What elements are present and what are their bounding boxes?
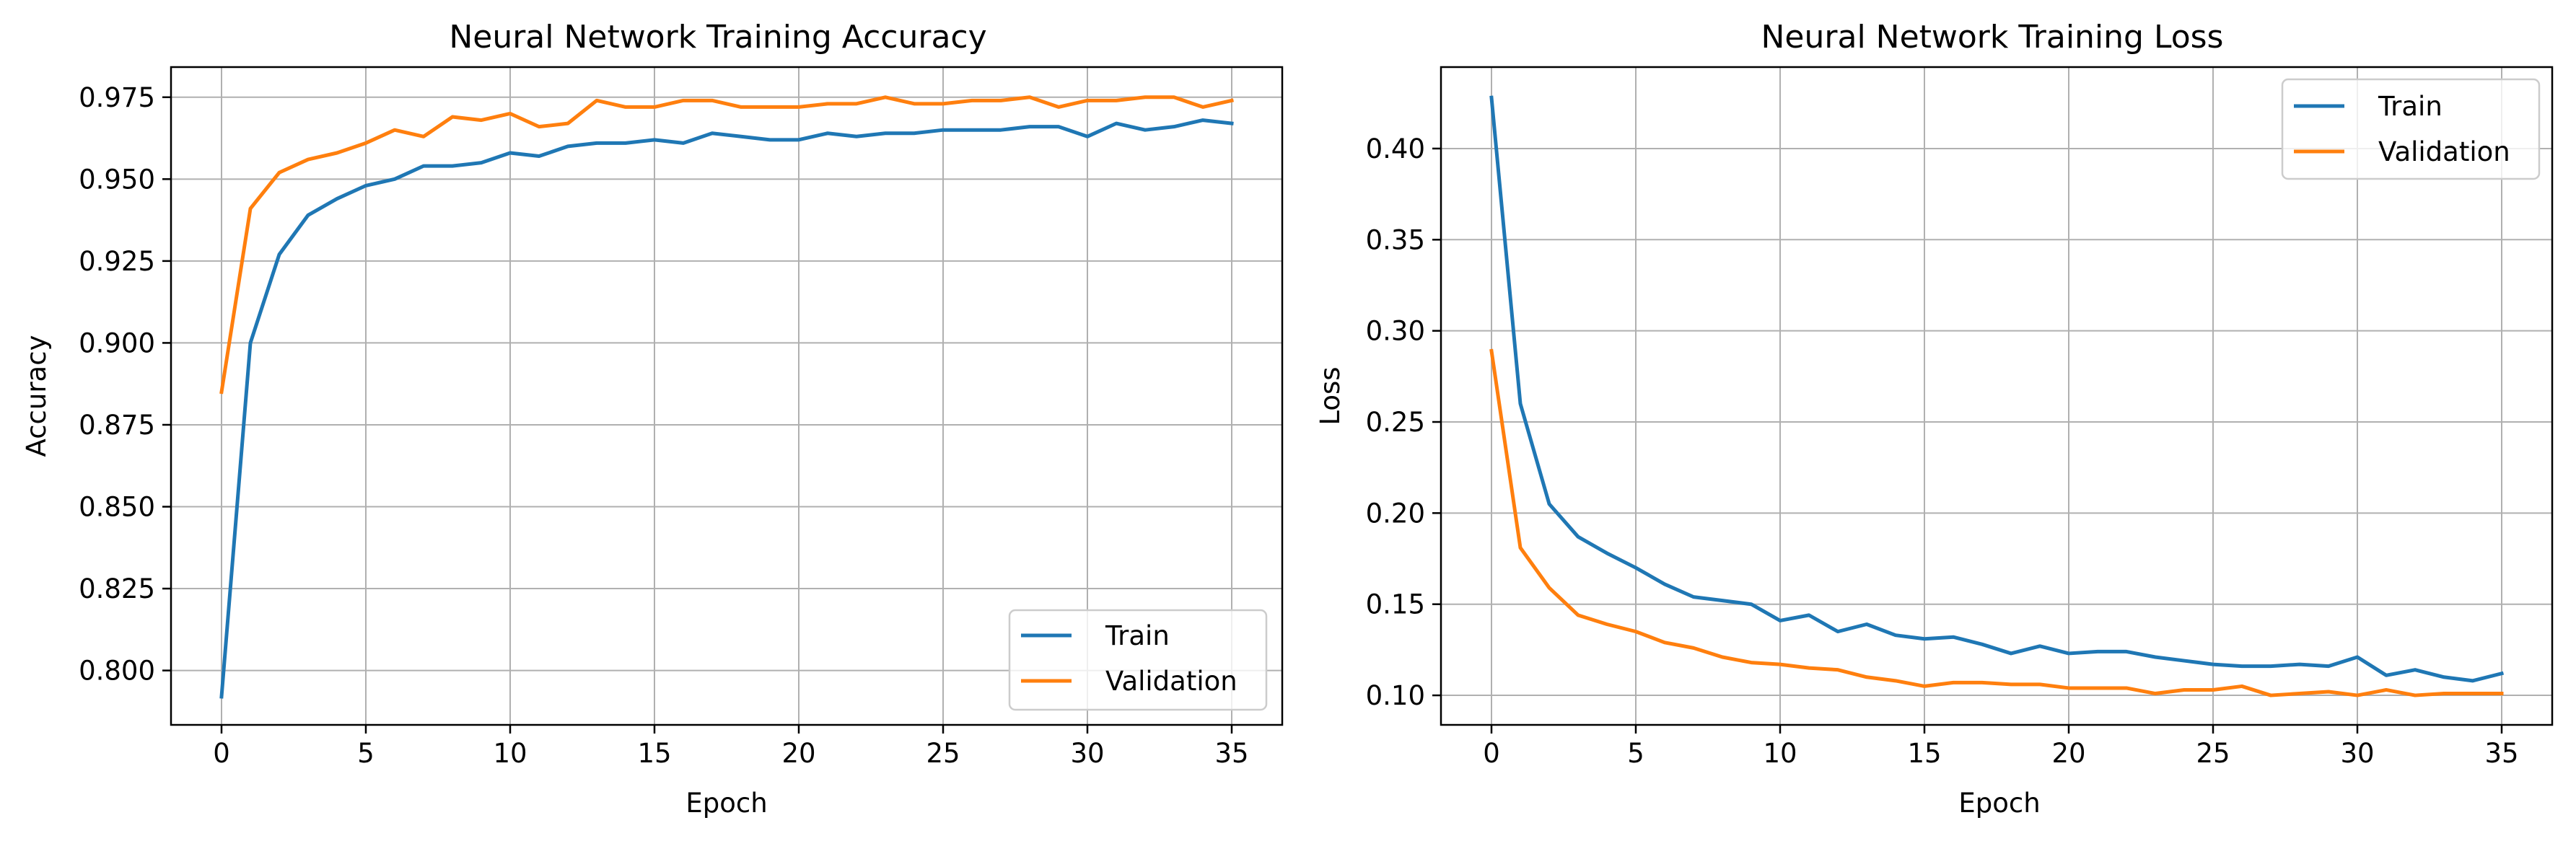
accuracy-grid [171,67,1282,725]
accuracy-y-tick-label: 0.875 [79,410,155,441]
accuracy-y-axis-label: Accuracy [21,335,52,457]
loss-y-tick-label: 0.40 [1366,133,1425,164]
accuracy-chart-title: Neural Network Training Accuracy [449,19,986,56]
accuracy-y-tick-label: 0.850 [79,492,155,523]
loss-validation-line [1489,348,2504,697]
loss-x-tick-label: 20 [2051,738,2085,769]
loss-x-tick-label: 25 [2196,738,2230,769]
accuracy-y-tick-label: 0.900 [79,327,155,358]
accuracy-x-axis-label: Epoch [685,788,767,819]
accuracy-y-tick-label: 0.925 [79,246,155,277]
loss-train-line [1489,95,2505,683]
loss-y-tick-label: 0.15 [1366,589,1425,620]
accuracy-y-tick-label: 0.825 [79,573,155,604]
loss-legend-validation-label: Validation [2378,136,2510,167]
accuracy-x-ticks: 0 5 10 15 20 25 30 35 [213,725,1249,769]
loss-x-tick-label: 10 [1763,738,1797,769]
loss-y-tick-label: 0.10 [1366,680,1425,711]
loss-x-tick-label: 15 [1907,738,1941,769]
loss-chart: Neural Network Training Loss 0 5 10 15 20 25 3… [1315,19,2554,819]
loss-y-ticks: 0.10 0.15 0.20 0.25 0.30 0.35 0.40 [1366,133,1441,711]
accuracy-x-tick-label: 10 [493,738,527,769]
loss-y-tick-label: 0.25 [1366,407,1425,438]
accuracy-y-tick-label: 0.800 [79,656,155,687]
accuracy-legend-box [1008,609,1268,711]
loss-plot-frame [1440,66,2554,726]
accuracy-legend-train-label: Train [1105,620,1170,651]
accuracy-x-tick-label: 35 [1214,738,1248,769]
loss-legend-train-label: Train [2378,91,2443,122]
loss-chart-title: Neural Network Training Loss [1761,19,2224,56]
accuracy-legend: Train Validation [1008,609,1268,711]
loss-x-tick-label: 35 [2484,738,2518,769]
accuracy-validation-line [219,95,1234,395]
loss-legend: Train Validation [2281,78,2541,180]
accuracy-x-tick-label: 15 [637,738,671,769]
accuracy-y-tick-label: 0.975 [79,82,155,113]
loss-x-tick-label: 5 [1627,738,1644,769]
accuracy-x-tick-label: 20 [781,738,815,769]
accuracy-legend-validation-label: Validation [1105,666,1237,697]
accuracy-x-tick-label: 30 [1070,738,1104,769]
loss-grid [1441,67,2552,725]
loss-y-tick-label: 0.35 [1366,224,1425,255]
loss-y-axis-label: Loss [1315,366,1346,425]
accuracy-x-tick-label: 25 [926,738,960,769]
loss-x-axis-label: Epoch [1958,788,2040,819]
loss-legend-box [2281,78,2541,180]
accuracy-x-tick-label: 0 [213,738,230,769]
accuracy-y-ticks: 0.800 0.825 0.850 0.875 0.900 0.925 0.950 0.975 [79,82,171,687]
loss-y-tick-label: 0.30 [1366,316,1425,347]
loss-x-ticks: 0 5 10 15 20 25 30 35 [1483,725,2519,769]
accuracy-train-line [219,118,1234,699]
loss-x-tick-label: 0 [1483,738,1500,769]
accuracy-chart: Neural Network Training Accuracy 0 5 10 15 2… [21,19,1284,819]
loss-series [1489,95,2505,697]
accuracy-series [219,95,1234,699]
loss-x-tick-label: 30 [2340,738,2374,769]
accuracy-y-tick-label: 0.950 [79,164,155,195]
accuracy-x-tick-label: 5 [357,738,374,769]
loss-y-tick-label: 0.20 [1366,498,1425,529]
accuracy-plot-frame [170,66,1284,726]
